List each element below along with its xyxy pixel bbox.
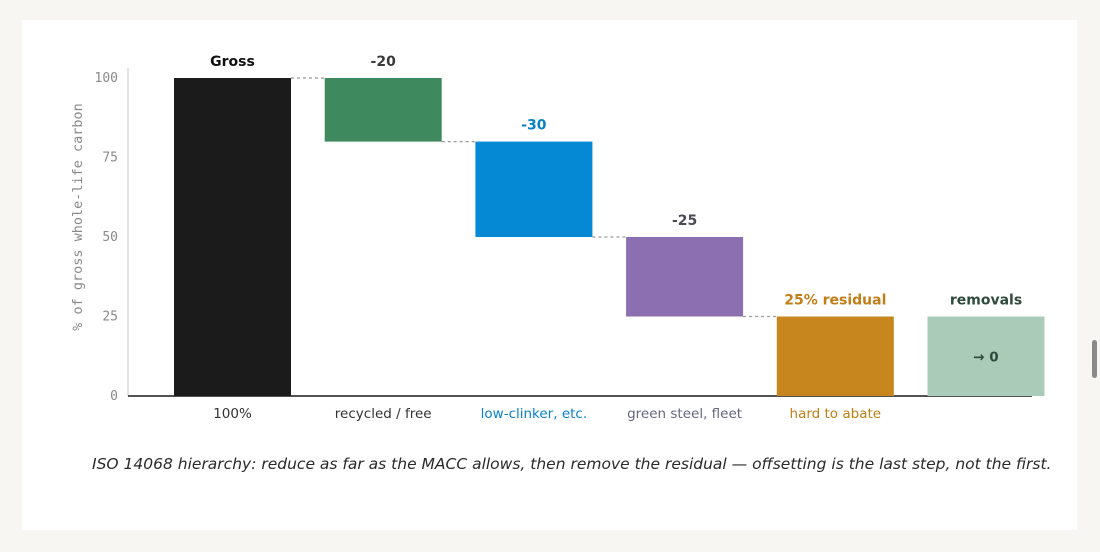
bar-top-label: -25	[672, 213, 697, 229]
bar-category-label: recycled / free	[335, 406, 432, 422]
bar-step-6	[927, 316, 1045, 396]
y-axis-title: % of gross whole-life carbon	[70, 103, 86, 331]
y-tick-label: 25	[102, 310, 118, 325]
bar-inner-label: → 0	[973, 349, 998, 365]
bar-step-4	[626, 237, 744, 317]
y-tick-label: 75	[102, 151, 118, 166]
bar-category-label: low-clinker, etc.	[481, 406, 588, 422]
bar-step-3	[475, 141, 593, 237]
bar-category-label: 100%	[213, 406, 252, 422]
y-tick-label: 0	[110, 389, 118, 404]
bar-top-label: Gross	[210, 54, 255, 70]
y-tick-label: 100	[95, 71, 118, 86]
chart-caption: ISO 14068 hierarchy: reduce as far as th…	[92, 455, 1052, 473]
bar-top-label: 25% residual	[784, 293, 886, 309]
y-tick-label: 50	[102, 230, 118, 245]
bar-top-label: -20	[371, 54, 397, 70]
scrollbar-thumb[interactable]	[1092, 340, 1097, 378]
bar-category-label: green steel, fleet	[627, 406, 742, 422]
bar-top-label: -30	[521, 118, 547, 134]
bar-step-5	[776, 316, 894, 396]
bar-category-label: hard to abate	[790, 406, 882, 422]
bar-step-1	[174, 78, 291, 396]
bar-step-2	[324, 78, 442, 142]
bar-top-label: removals	[950, 293, 1022, 309]
